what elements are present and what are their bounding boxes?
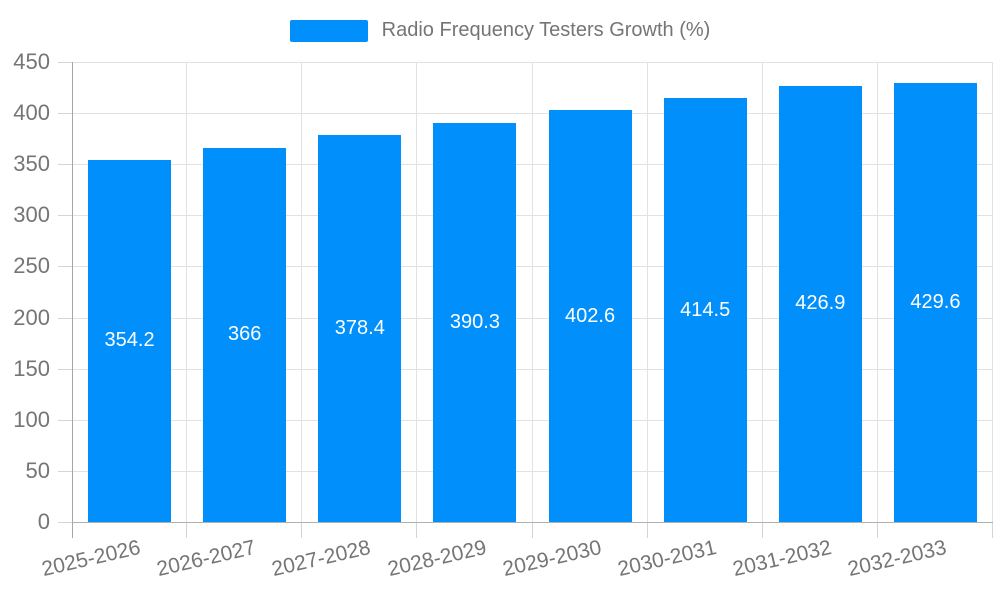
gridline-horizontal <box>72 62 993 63</box>
y-axis-tick <box>58 368 72 370</box>
y-axis-tick-label: 450 <box>13 49 50 74</box>
bar-value-label: 402.6 <box>565 304 616 327</box>
y-axis-line <box>72 62 73 538</box>
y-axis-tick <box>58 522 72 523</box>
legend-label: Radio Frequency Testers Growth (%) <box>381 19 711 41</box>
bar[interactable]: 414.5 <box>663 98 747 522</box>
x-axis-tick <box>761 523 763 538</box>
bar[interactable]: 354.2 <box>88 159 172 522</box>
y-axis-tick <box>58 164 72 166</box>
x-axis-labels: 2025-2026 2026-2027 2027-2028 2028-2029 2029… <box>40 522 993 600</box>
y-axis-tick <box>58 266 72 268</box>
x-axis-line <box>72 522 993 523</box>
y-axis-tick <box>58 62 72 63</box>
bar[interactable]: 390.3 <box>433 123 517 522</box>
y-axis-tick-label: 0 <box>37 509 50 534</box>
x-axis-tick-label: 2031-2032 <box>730 536 834 582</box>
y-axis-tick-label: 100 <box>13 406 50 432</box>
gridline-horizontal <box>72 266 993 268</box>
bar-value-label: 354.2 <box>104 329 155 352</box>
gridline-horizontal <box>72 317 993 319</box>
y-axis-tick-label: 150 <box>13 355 50 381</box>
bar[interactable]: 429.6 <box>893 82 977 522</box>
plot-area: 354.2 366 378.4 390.3 402.6 414.5 426.9 429.6 <box>72 62 993 522</box>
gridline-horizontal <box>72 164 993 166</box>
bar-value-label: 414.5 <box>680 298 731 321</box>
gridline-vertical <box>186 62 188 522</box>
x-axis-tick <box>646 523 648 538</box>
gridline-vertical <box>761 62 763 522</box>
gridline-vertical <box>416 62 418 522</box>
legend-item[interactable]: Radio Frequency Testers Growth (%) <box>0 19 1000 42</box>
gridline-horizontal <box>72 113 993 115</box>
y-axis-tick-label: 250 <box>13 253 50 279</box>
x-axis-tick-label: 2028-2029 <box>385 536 489 582</box>
x-axis-tick-label: 2032-2033 <box>845 536 949 582</box>
y-axis-tick-label: 350 <box>13 151 50 177</box>
gridline-vertical <box>876 62 878 522</box>
bar[interactable]: 426.9 <box>778 85 862 522</box>
bar[interactable]: 366 <box>203 147 287 522</box>
bar-value-label: 429.6 <box>910 290 961 313</box>
x-axis-tick <box>876 523 878 538</box>
x-axis-tick <box>186 523 188 538</box>
gridline-vertical <box>992 62 993 522</box>
gridline-vertical <box>531 62 533 522</box>
bar-value-label: 366 <box>228 323 262 346</box>
gridline-horizontal <box>72 419 993 421</box>
x-axis-tick-label: 2025-2026 <box>39 536 143 582</box>
y-axis-tick-label: 400 <box>13 100 50 126</box>
gridline-horizontal <box>72 470 993 472</box>
x-axis-tick <box>531 523 533 538</box>
bar[interactable]: 402.6 <box>548 110 632 522</box>
x-axis-tick <box>301 523 303 538</box>
gridline-horizontal <box>72 215 993 217</box>
y-axis-tick-label: 300 <box>13 202 50 228</box>
gridline-vertical <box>646 62 648 522</box>
bar-value-label: 378.4 <box>334 317 385 340</box>
x-axis-tick-label: 2030-2031 <box>615 536 719 582</box>
y-axis-tick <box>58 470 72 472</box>
x-axis-tick-label: 2029-2030 <box>500 536 604 582</box>
x-axis-tick-label: 2026-2027 <box>154 536 258 582</box>
y-axis-tick <box>58 215 72 217</box>
x-axis-tick <box>416 523 418 538</box>
gridline-vertical <box>301 62 303 522</box>
y-axis-tick-label: 50 <box>25 457 50 483</box>
bar-value-label: 426.9 <box>795 292 846 315</box>
y-axis-tick-label: 200 <box>13 304 50 330</box>
bar[interactable]: 378.4 <box>318 135 402 522</box>
y-axis-tick <box>58 419 72 421</box>
x-axis-tick-label: 2027-2028 <box>269 536 373 582</box>
x-axis-tick <box>992 523 993 538</box>
legend-marker-swatch <box>289 19 368 42</box>
y-axis-tick <box>58 317 72 319</box>
y-axis-tick <box>58 113 72 115</box>
gridline-horizontal <box>72 368 993 370</box>
bar-value-label: 390.3 <box>449 311 500 334</box>
